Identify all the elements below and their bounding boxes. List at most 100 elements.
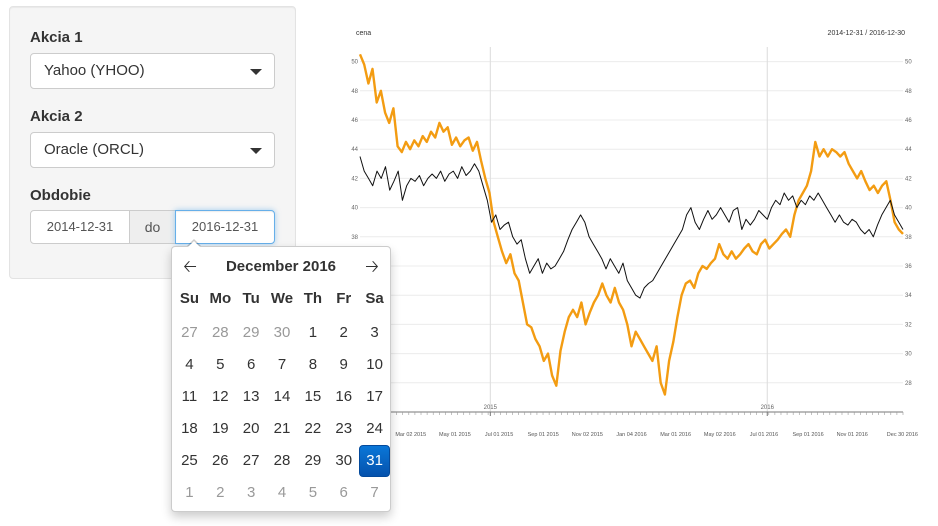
x-tick-label: Sep 01 2015 [528, 432, 559, 438]
date-to-input[interactable]: 2016-12-31 [175, 210, 275, 244]
calendar-day[interactable]: 20 [242, 420, 260, 437]
calendar-day[interactable]: 5 [216, 356, 225, 373]
date-separator: do [130, 210, 175, 244]
price-chart: cena 2014-12-31 / 2016-12-30 28 30 32 34 36 3… [351, 30, 918, 438]
x-tick-label: Nov 01 2016 [837, 432, 868, 438]
x-tick-label: Mar 01 2016 [660, 432, 691, 438]
calendar-day[interactable]: 5 [308, 484, 318, 501]
stock1-value: Yahoo (YHOO) [44, 62, 145, 79]
y-tick-label: 36 [905, 264, 912, 270]
calendar-day[interactable]: 30 [335, 452, 353, 469]
period-label: Obdobie [30, 187, 91, 204]
weekday-label: Mo [209, 290, 232, 307]
y-tick-label: 38 [351, 235, 358, 241]
calendar-day[interactable]: 14 [273, 388, 291, 405]
calendar-week-row: 27 28 29 30 1 2 3 [174, 317, 390, 349]
chevron-down-icon [250, 148, 262, 154]
datepicker-grid: Su Mo Tu We Th Fr Sa 27 28 29 30 1 2 3 4 5 6 7 8 9 10… [174, 285, 391, 509]
y-tick-label: 28 [905, 381, 912, 387]
x-tick-label: Dec 30 2016 [887, 432, 918, 438]
calendar-day[interactable]: 3 [246, 484, 256, 501]
calendar-day[interactable]: 7 [277, 356, 287, 373]
stock1-select[interactable]: Yahoo (YHOO) [30, 53, 275, 89]
calendar-day[interactable]: 8 [308, 356, 318, 373]
calendar-day[interactable]: 29 [304, 452, 322, 469]
weekday-label: We [270, 290, 294, 307]
calendar-day[interactable]: 27 [242, 452, 260, 469]
calendar-day[interactable]: 16 [335, 388, 353, 405]
calendar-week-row: 1 2 3 4 5 6 7 [174, 477, 390, 509]
calendar-day[interactable]: 24 [366, 420, 383, 437]
x-tick-label: May 02 2016 [704, 432, 736, 438]
y-tick-label: 48 [351, 89, 358, 95]
y-tick-label: 42 [905, 176, 912, 182]
weekday-label: Su [179, 290, 200, 307]
y-tick-label: 30 [905, 352, 912, 358]
arrow-left-icon[interactable]: 🡠 [183, 257, 197, 276]
calendar-day[interactable]: 28 [273, 452, 291, 469]
stock2-select[interactable]: Oracle (ORCL) [30, 132, 275, 168]
calendar-day[interactable]: 27 [181, 324, 198, 341]
yhoo-price-line [359, 156, 904, 299]
calendar-day[interactable]: 26 [211, 452, 229, 469]
date-from-input[interactable]: 2014-12-31 [30, 210, 130, 244]
y-tick-label: 46 [351, 118, 358, 124]
y-tick-label: 50 [905, 60, 912, 66]
calendar-day[interactable]: 4 [277, 484, 287, 501]
calendar-day[interactable]: 4 [185, 356, 194, 373]
calendar-day[interactable]: 6 [339, 484, 348, 501]
calendar-week-row: 25 26 27 28 29 30 31 [174, 445, 391, 477]
calendar-day[interactable]: 1 [308, 324, 318, 341]
y-tick-label: 44 [905, 147, 912, 153]
y-tick-label: 44 [351, 147, 358, 153]
weekday-label: Fr [336, 290, 352, 307]
calendar-day[interactable]: 29 [242, 324, 260, 341]
calendar-day[interactable]: 1 [185, 484, 194, 501]
calendar-day[interactable]: 19 [211, 420, 229, 437]
calendar-day[interactable]: 17 [366, 388, 383, 405]
calendar-day[interactable]: 9 [339, 356, 348, 373]
y-tick-label: 50 [351, 60, 358, 66]
calendar-day[interactable]: 23 [335, 420, 353, 437]
arrow-right-icon[interactable]: 🡢 [365, 257, 379, 276]
datepicker-header: 🡠 December 2016 🡢 [172, 255, 390, 279]
calendar-day[interactable]: 28 [211, 324, 229, 341]
datepicker-month-title[interactable]: December 2016 [225, 258, 337, 275]
calendar-day[interactable]: 18 [181, 420, 198, 437]
calendar-day[interactable]: 2 [216, 484, 225, 501]
orcl-price-line [358, 53, 904, 396]
calendar-day[interactable]: 25 [181, 452, 198, 469]
chart-title: cena [356, 30, 371, 37]
calendar-day[interactable]: 10 [366, 356, 383, 373]
major-tick-label: 2016 [761, 405, 775, 411]
x-tick-label: Jul 01 2015 [485, 432, 513, 438]
calendar-day[interactable]: 22 [304, 420, 322, 437]
calendar-day[interactable]: 30 [273, 324, 291, 341]
weekday-header-row: Su Mo Tu We Th Fr Sa [174, 285, 390, 317]
x-tick-label: May 01 2015 [439, 432, 471, 438]
calendar-day[interactable]: 7 [370, 484, 379, 501]
major-tick-label: 2015 [484, 405, 498, 411]
calendar-day[interactable]: 21 [273, 420, 291, 437]
calendar-day[interactable]: 15 [304, 388, 322, 405]
calendar-week-row: 4 5 6 7 8 9 10 [174, 349, 390, 381]
calendar-week-row: 18 19 20 21 22 23 24 [174, 413, 390, 445]
y-tick-label: 32 [905, 322, 912, 328]
calendar-day[interactable]: 2 [339, 324, 348, 341]
weekday-label: Th [303, 290, 323, 307]
calendar-day[interactable]: 3 [370, 324, 379, 341]
stock2-value: Oracle (ORCL) [44, 141, 145, 158]
calendar-day[interactable]: 31 [359, 445, 391, 477]
datepicker-popup: 🡠 December 2016 🡢 Su Mo Tu We Th Fr Sa 2… [171, 239, 391, 512]
calendar-day[interactable]: 12 [211, 388, 229, 405]
y-tick-label: 48 [905, 89, 912, 95]
x-tick-label: Nov 02 2015 [572, 432, 603, 438]
calendar-day[interactable]: 11 [181, 388, 198, 405]
y-axis-right: 28 30 32 34 36 38 40 42 44 46 48 50 [905, 60, 912, 387]
y-tick-label: 42 [351, 176, 358, 182]
calendar-day[interactable]: 13 [242, 388, 260, 405]
y-tick-label: 38 [905, 235, 912, 241]
weekday-label: Tu [242, 290, 260, 307]
calendar-day[interactable]: 6 [246, 356, 256, 373]
